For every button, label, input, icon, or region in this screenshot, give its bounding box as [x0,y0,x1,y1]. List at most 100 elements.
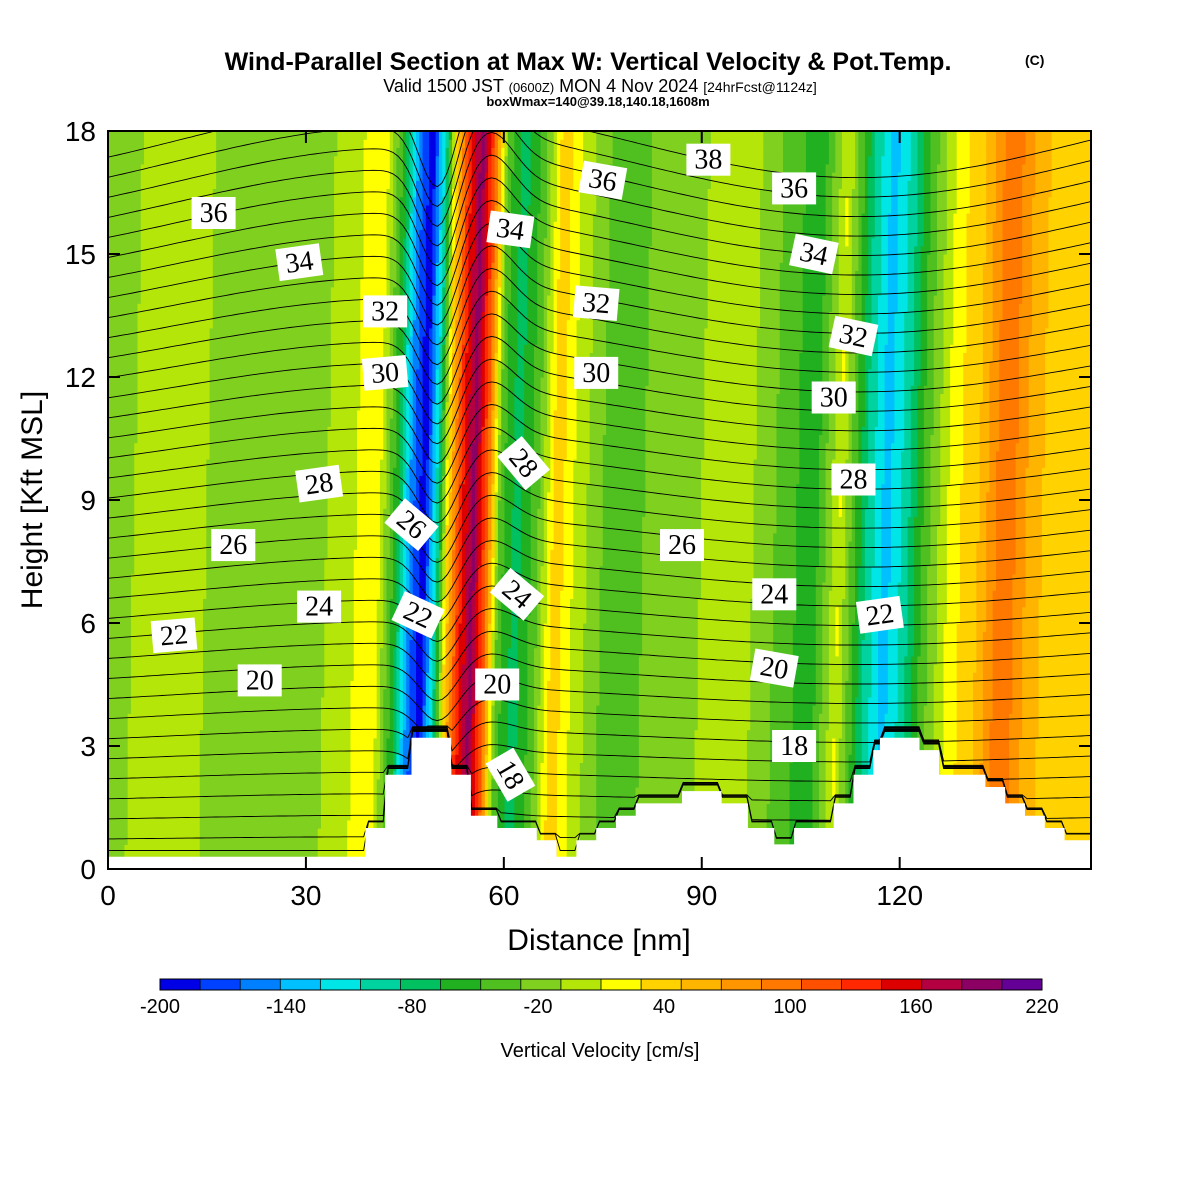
w-cell [258,836,263,845]
w-cell [334,819,338,829]
w-cell [746,819,751,829]
w-cell [245,828,250,837]
w-cell [173,836,178,845]
w-cell [196,836,201,845]
w-cell [504,819,509,829]
w-cell [193,828,198,837]
w-cell [216,819,221,829]
w-cell [360,844,365,854]
w-cell [137,819,142,829]
w-cell [334,828,338,837]
w-cell [288,819,293,829]
w-cell [776,836,781,845]
w-cell [288,828,293,837]
w-cell [547,819,551,829]
w-cell [327,828,332,837]
w-cell [108,819,112,829]
w-cell [252,828,257,837]
w-cell [176,844,181,854]
w-cell [524,819,529,829]
w-cell [173,819,178,829]
w-cell [301,828,306,837]
w-cell [127,836,132,845]
w-cell [219,844,224,854]
w-cell [127,819,132,829]
w-cell [347,828,352,837]
w-cell [265,819,270,829]
w-cell [111,836,116,845]
w-cell [353,819,358,829]
w-cell [189,819,194,829]
w-cell [547,828,551,837]
w-cell [301,844,306,854]
w-cell [262,828,266,837]
w-cell [501,819,506,829]
w-cell [560,836,565,845]
w-cell [225,828,230,837]
w-cell [317,844,322,854]
w-cell [166,828,171,837]
w-cell [360,819,365,829]
w-cell [278,819,283,829]
w-cell [314,836,319,845]
w-cell [563,819,568,829]
w-cell [140,819,145,829]
w-cell [212,844,217,854]
w-cell [773,819,778,829]
w-cell [124,819,129,829]
w-cell [212,828,217,837]
w-cell [786,828,791,837]
w-cell [235,819,240,829]
w-cell [360,836,365,845]
w-cell [337,819,342,829]
w-cell [1071,828,1076,837]
w-cell [324,836,329,845]
w-cell [379,819,384,829]
w-cell [157,836,162,845]
w-cell [556,819,561,829]
w-cell [570,844,574,854]
w-cell [268,844,273,854]
w-cell [357,828,361,837]
w-cell [550,819,555,829]
w-cell [350,819,355,829]
w-cell [298,828,302,837]
w-cell [366,819,371,829]
w-cell [203,819,207,829]
forecast-info: [24hrFcst@1124z] [703,79,817,95]
w-cell [553,828,558,837]
w-cell [117,844,122,854]
w-cell [311,836,316,845]
w-cell [235,844,240,854]
w-cell [271,836,276,845]
w-cell [334,836,338,845]
w-cell [147,828,152,837]
w-cell [756,819,761,829]
w-cell [796,819,800,829]
w-cell [216,844,221,854]
w-cell [137,828,142,837]
w-cell [556,836,561,845]
w-cell [350,844,355,854]
w-cell [209,828,214,837]
w-cell [540,819,545,829]
w-cell [199,819,204,829]
w-cell [258,844,263,854]
w-cell [786,819,791,829]
w-cell [337,836,342,845]
w-cell [134,819,139,829]
w-cell [275,836,279,845]
w-cell [586,828,591,837]
w-cell [533,819,538,829]
w-cell [222,844,227,854]
w-cell [320,844,325,854]
w-cell [291,836,296,845]
w-cell [586,819,591,829]
w-cell [320,819,325,829]
w-cell [327,844,332,854]
w-cell [212,819,217,829]
w-cell [186,828,191,837]
w-cell [330,844,335,854]
w-cell [602,819,607,829]
